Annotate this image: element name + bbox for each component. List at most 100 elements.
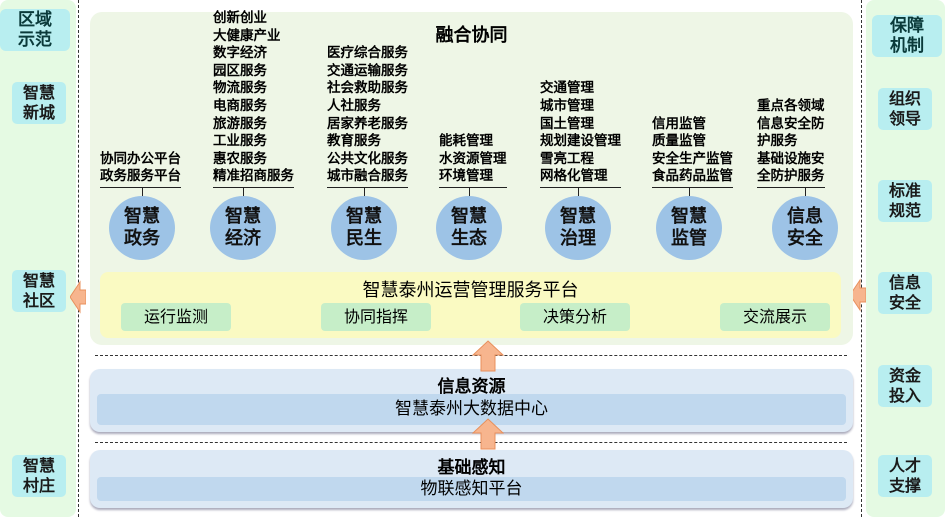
connector: [805, 188, 806, 197]
right-item: 标准规范: [878, 180, 932, 222]
service-item: 居家养老服务: [327, 115, 408, 132]
left-column: 区域示范 智慧新城 智慧社区 智慧村庄: [0, 0, 76, 517]
monitor-button[interactable]: 运行监测: [121, 303, 231, 331]
service-item: 国土管理: [540, 115, 594, 132]
service-item: 物流服务: [213, 80, 267, 97]
connector: [689, 188, 690, 197]
left-item: 智慧社区: [12, 270, 66, 312]
service-item: 精准招商服务: [213, 168, 294, 185]
left-arrow-icon: [850, 278, 866, 312]
service-item: 网格化管理: [540, 168, 608, 185]
domain-circle[interactable]: 智慧监管: [656, 196, 722, 260]
layer-title: 信息资源: [437, 377, 506, 397]
domain-circle[interactable]: 智慧生态: [436, 196, 502, 260]
connector: [364, 188, 365, 197]
domain-label: 智慧监管: [671, 206, 707, 249]
service-item: 医疗综合服务: [327, 45, 408, 62]
service-list: 协同办公平台 政务服务平台: [100, 151, 181, 188]
service-list: 信用监管 质量监管 安全生产监管 食品药品监管: [652, 116, 733, 188]
service-item: 工业服务: [213, 133, 267, 150]
service-item: 护服务: [757, 133, 798, 150]
service-item: 公共文化服务: [327, 150, 408, 167]
service-list: 医疗综合服务 交通运输服务 社会救助服务 人社服务 居家养老服务 教育服务 公共文化服务 城市…: [327, 45, 408, 188]
info-resource-layer: 信息资源 智慧泰州大数据中心: [90, 369, 853, 432]
right-item-label: 标准规范: [888, 181, 921, 220]
service-item: 质量监管: [652, 133, 706, 150]
divider: [861, 0, 862, 517]
right-item-label: 资金投入: [888, 366, 921, 405]
connector: [243, 188, 244, 197]
service-item: 全防护服务: [757, 168, 825, 185]
service-item: 能耗管理: [439, 133, 493, 150]
service-item: 旅游服务: [213, 115, 267, 132]
right-item-label: 人才支撑: [888, 456, 921, 495]
layer-title: 基础感知: [437, 458, 506, 478]
service-item: 信用监管: [652, 115, 706, 132]
domain-label: 智慧民生: [346, 206, 382, 249]
service-item: 基础设施安: [757, 150, 825, 167]
domain-circle[interactable]: 智慧治理: [545, 196, 611, 260]
service-item: 大健康产业: [213, 27, 281, 44]
domain-circle[interactable]: 信息安全: [772, 196, 838, 260]
domain-label: 智慧经济: [225, 206, 261, 249]
base-perception-layer: 基础感知 物联感知平台: [90, 450, 853, 508]
service-item: 安全生产监管: [652, 150, 733, 167]
service-item: 雪亮工程: [540, 150, 594, 167]
connector: [578, 188, 579, 197]
domain-label: 信息安全: [787, 206, 823, 249]
service-item: 数字经济: [213, 45, 267, 62]
service-item: 教育服务: [327, 133, 381, 150]
right-item: 信息安全: [878, 272, 932, 314]
domain-label: 智慧生态: [451, 206, 487, 249]
right-item: 资金投入: [878, 365, 932, 407]
left-item-label: 智慧新城: [22, 83, 55, 122]
connector: [469, 188, 470, 197]
service-item: 惠农服务: [213, 150, 267, 167]
service-item: 社会救助服务: [327, 80, 408, 97]
left-item: 智慧村庄: [12, 455, 66, 497]
divider: [95, 442, 847, 443]
left-header: 区域示范: [0, 9, 70, 51]
right-header: 保障机制: [872, 15, 942, 57]
service-item: 创新创业: [213, 10, 267, 27]
service-item: 城市管理: [540, 98, 594, 115]
service-item: 规划建设管理: [540, 133, 621, 150]
right-header-label: 保障机制: [890, 16, 924, 56]
service-item: 交通运输服务: [327, 62, 408, 79]
service-list: 重点各领域 信息安全防 护服务 基础设施安 全防护服务: [757, 98, 825, 188]
divider: [95, 355, 847, 356]
coordination-button[interactable]: 协同指挥: [321, 303, 431, 331]
exchange-button[interactable]: 交流展示: [720, 303, 830, 331]
service-list: 创新创业 大健康产业 数字经济 园区服务 物流服务 电商服务 旅游服务 工业服务 惠农服务 精准招…: [213, 10, 294, 188]
domain-circle[interactable]: 智慧民生: [331, 196, 397, 260]
platform-title: 智慧泰州运营管理服务平台: [362, 280, 579, 301]
right-item-label: 组织领导: [888, 89, 921, 128]
domain-circle[interactable]: 智慧经济: [210, 196, 276, 260]
left-item-label: 智慧社区: [22, 271, 55, 310]
service-item: 城市融合服务: [327, 168, 408, 185]
service-item: 政务服务平台: [100, 168, 181, 185]
service-item: 食品药品监管: [652, 168, 733, 185]
panel-title: 融合协同: [435, 25, 508, 46]
service-item: 重点各领域: [757, 98, 825, 115]
service-list: 能耗管理 水资源管理 环境管理: [439, 133, 507, 188]
domain-label: 智慧政务: [124, 206, 160, 249]
service-item: 电商服务: [213, 98, 267, 115]
decision-button[interactable]: 决策分析: [520, 303, 630, 331]
service-item: 协同办公平台: [100, 150, 181, 167]
divider: [78, 0, 79, 517]
big-data-center: 智慧泰州大数据中心: [97, 394, 846, 425]
up-arrow-icon: [472, 340, 504, 372]
iot-platform: 物联感知平台: [97, 477, 846, 501]
left-item: 智慧新城: [12, 82, 66, 124]
service-list: 交通管理 城市管理 国土管理 规划建设管理 雪亮工程 网格化管理: [540, 80, 621, 188]
right-item-label: 信息安全: [888, 273, 921, 312]
left-header-label: 区域示范: [18, 10, 52, 50]
domain-circle[interactable]: 智慧政务: [109, 196, 175, 260]
service-item: 信息安全防: [757, 115, 825, 132]
service-item: 水资源管理: [439, 150, 507, 167]
service-item: 环境管理: [439, 168, 493, 185]
connector: [142, 188, 143, 197]
service-item: 人社服务: [327, 98, 381, 115]
left-item-label: 智慧村庄: [22, 456, 55, 495]
